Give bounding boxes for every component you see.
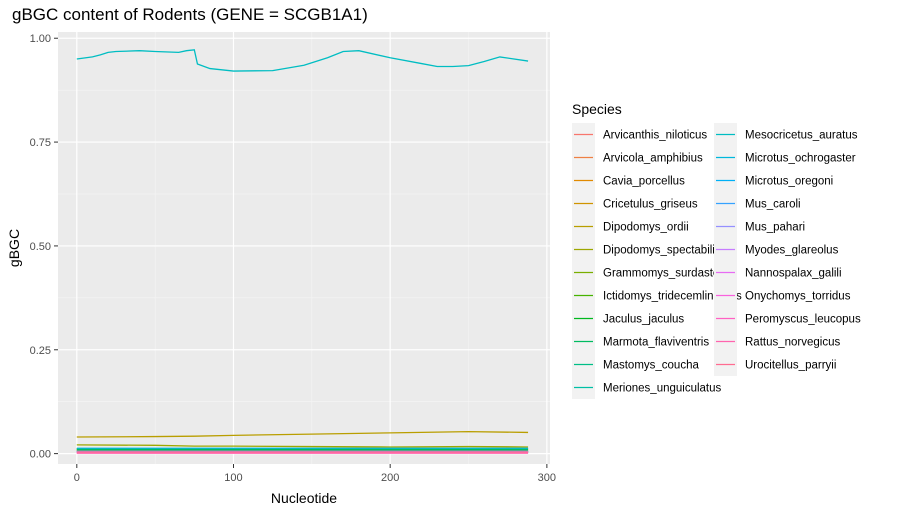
x-axis: 0 100 200 300 bbox=[74, 464, 556, 484]
x-axis-title: Nucleotide bbox=[271, 490, 337, 506]
legend-label-jaculus-jaculus: Jaculus_jaculus bbox=[603, 314, 684, 326]
series-line-mesocricetus-auratus bbox=[76, 49, 529, 72]
legend-label-myodes-glareolus: Myodes_glareolus bbox=[745, 245, 839, 257]
legend-label-urocitellus-parryii: Urocitellus_parryii bbox=[745, 360, 836, 372]
x-tick-label: 200 bbox=[381, 472, 399, 484]
legend-label-onychomys-torridus: Onychomys_torridus bbox=[745, 291, 851, 303]
y-tick-label: 0.25 bbox=[30, 345, 51, 357]
y-axis: 0.00 0.25 0.50 0.75 1.00 bbox=[30, 33, 58, 461]
legend-label-cavia-porcellus: Cavia_porcellus bbox=[603, 176, 685, 188]
legend-label-dipodomys-spectabilis: Dipodomys_spectabilis bbox=[603, 245, 721, 257]
x-tick-label: 100 bbox=[224, 472, 242, 484]
y-tick-label: 0.75 bbox=[30, 137, 51, 149]
legend-label-mastomys-coucha: Mastomys_coucha bbox=[603, 360, 699, 372]
legend-label-meriones-unguiculatus: Meriones_unguiculatus bbox=[603, 383, 722, 395]
grid-minor bbox=[58, 32, 550, 464]
legend-label-peromyscus-leucopus: Peromyscus_leucopus bbox=[745, 314, 861, 326]
legend-label-microtus-oregoni: Microtus_oregoni bbox=[745, 176, 833, 188]
legend-label-grammomys-surdaster: Grammomys_surdaster bbox=[603, 268, 723, 280]
legend-label-rattus-norvegicus: Rattus_norvegicus bbox=[745, 337, 840, 349]
x-tick-label: 300 bbox=[538, 472, 556, 484]
legend-label-dipodomys-ordii: Dipodomys_ordii bbox=[603, 222, 689, 234]
legend-label-marmota-flaviventris: Marmota_flaviventris bbox=[603, 337, 709, 349]
legend-label-mus-pahari: Mus_pahari bbox=[745, 222, 805, 234]
series-line-dipodomys-spectabilis bbox=[76, 444, 529, 448]
legend-label-arvicola-amphibius: Arvicola_amphibius bbox=[603, 153, 703, 165]
legend-label-microtus-ochrogaster: Microtus_ochrogaster bbox=[745, 153, 856, 165]
legend: Species Arvicanthis_niloticus Arvicola_am… bbox=[572, 101, 861, 399]
legend-label-mesocricetus-auratus: Mesocricetus_auratus bbox=[745, 130, 858, 142]
series-lines bbox=[76, 49, 529, 454]
y-tick-label: 0.50 bbox=[30, 241, 51, 253]
y-axis-title: gBGC bbox=[6, 229, 22, 267]
y-tick-label: 0.00 bbox=[30, 449, 51, 461]
legend-title: Species bbox=[572, 101, 622, 117]
legend-label-arvicanthis-niloticus: Arvicanthis_niloticus bbox=[603, 130, 707, 142]
plot-panel bbox=[58, 32, 550, 464]
y-tick-label: 1.00 bbox=[30, 33, 51, 45]
chart-title: gBGC content of Rodents (GENE = SCGB1A1) bbox=[12, 5, 368, 24]
legend-label-cricetulus-griseus: Cricetulus_griseus bbox=[603, 199, 698, 211]
legend-label-ictidomys-tridecemlineatus: Ictidomys_tridecemlineatus bbox=[603, 291, 742, 303]
series-line-dipodomys-ordii bbox=[76, 430, 529, 438]
legend-label-mus-caroli: Mus_caroli bbox=[745, 199, 801, 211]
x-tick-label: 0 bbox=[74, 472, 80, 484]
legend-label-nannospalax-galili: Nannospalax_galili bbox=[745, 268, 842, 280]
